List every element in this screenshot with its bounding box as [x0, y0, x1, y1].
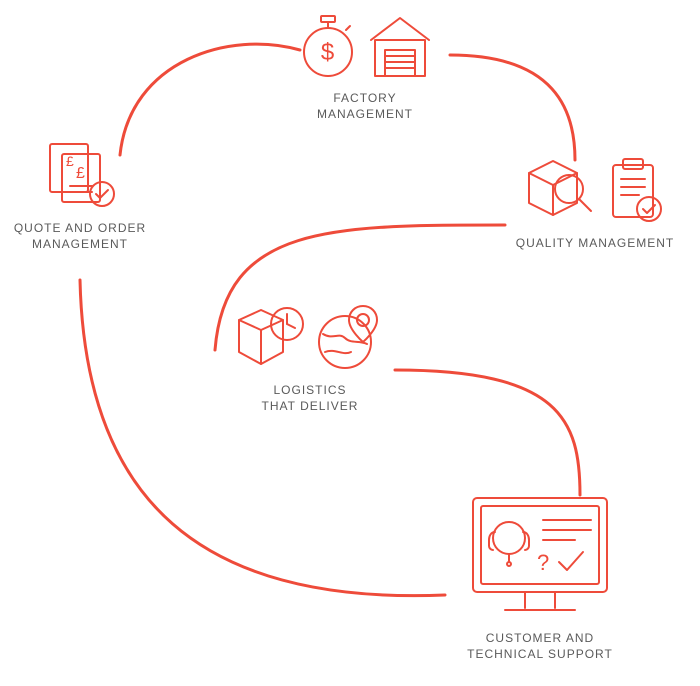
svg-text:£: £ [66, 153, 75, 169]
monitor-support-icon: ? [465, 490, 615, 620]
svg-text:£: £ [76, 165, 86, 182]
svg-text:?: ? [537, 550, 550, 575]
globe-pin-icon [315, 300, 385, 372]
warehouse-icon [367, 10, 433, 80]
clipboard-check-icon [605, 155, 665, 225]
node-label-line1: LOGISTICS [210, 382, 410, 398]
node-logistics: LOGISTICS THAT DELIVER [210, 300, 410, 414]
process-flow-diagram: £ £ QUOTE AND ORDER MANAGEMENT [0, 0, 700, 686]
node-label-line2: MANAGEMENT [265, 106, 465, 122]
edge-factory-to-quality [450, 55, 575, 160]
stopwatch-dollar-icon: $ [297, 10, 359, 80]
node-label-line1: FACTORY [265, 90, 465, 106]
node-factory: $ FACTORY MANAGEMENT [265, 10, 465, 122]
node-label-line1: CUSTOMER AND [430, 630, 650, 646]
node-label-line2: MANAGEMENT [0, 236, 160, 252]
node-quality: QUALITY MANAGEMENT [495, 155, 695, 251]
node-support: ? CUSTOMER AND TECHNICAL SUPPORT [430, 490, 650, 662]
edge-logistics-to-support [395, 370, 580, 495]
box-clock-icon [235, 300, 307, 372]
node-label-line1: QUALITY MANAGEMENT [495, 235, 695, 251]
documents-pound-icon: £ £ [40, 140, 120, 210]
node-quote-order: £ £ QUOTE AND ORDER MANAGEMENT [0, 140, 160, 252]
cube-magnifier-icon [525, 155, 597, 225]
svg-text:$: $ [321, 39, 335, 66]
node-label-line2: TECHNICAL SUPPORT [430, 646, 650, 662]
node-label-line1: QUOTE AND ORDER [0, 220, 160, 236]
node-label-line2: THAT DELIVER [210, 398, 410, 414]
